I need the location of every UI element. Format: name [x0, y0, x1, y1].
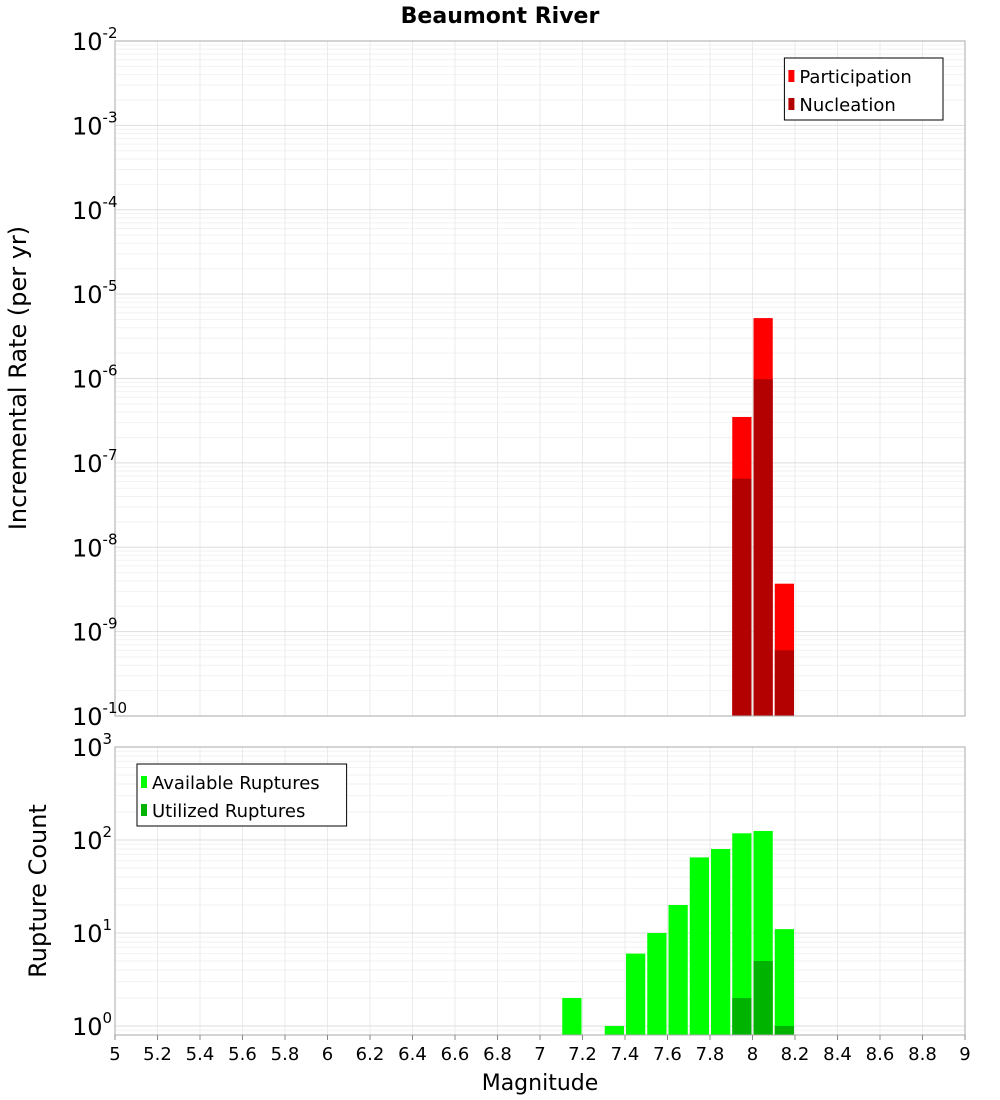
- bottom-y-tick-label: 101: [72, 916, 112, 948]
- top-bar-nucleation: [774, 650, 794, 716]
- bottom-bar-available-ruptures: [647, 932, 667, 1035]
- top-legend-swatch: [788, 70, 795, 82]
- top-y-axis-label: Incremental Rate (per yr): [4, 226, 32, 530]
- bottom-y-tick-label: 100: [72, 1009, 112, 1041]
- bottom-y-tick-label: 102: [72, 823, 112, 855]
- top-gridlines: [114, 40, 966, 717]
- bottom-bar-available-ruptures: [711, 849, 731, 1035]
- x-ticks: 5 5.2 5.4 5.6 5.8 6 6.2 6.4 6.6 6.8 7 7.2 7.4 7.6 7.8 8…: [109, 1035, 971, 1065]
- bottom-bars: [562, 830, 794, 1035]
- x-tick-label: 8.2: [781, 1044, 810, 1065]
- bottom-bar-available-ruptures: [668, 904, 688, 1035]
- top-legend-swatch: [788, 98, 795, 110]
- x-tick-label: 5.2: [143, 1044, 172, 1065]
- x-tick-label: 6.2: [356, 1044, 385, 1065]
- top-y-ticks: 10-10 10-9 10-8 10-7 10-6 10-5 10-4 10-3 10-2: [72, 24, 127, 731]
- x-tick-label: 6.8: [483, 1044, 512, 1065]
- bottom-legend-label: Available Ruptures: [152, 773, 320, 794]
- top-legend-box: [783, 57, 944, 121]
- x-tick-label: 5: [109, 1044, 120, 1065]
- bottom-y-axis-label: Rupture Count: [24, 804, 52, 978]
- top-y-tick-label: 10-7: [72, 446, 118, 478]
- bottom-bar-utilized-ruptures: [732, 997, 752, 1035]
- bottom-legend-box: [136, 763, 348, 827]
- top-bars: [732, 318, 794, 716]
- bottom-bar-utilized-ruptures: [753, 960, 773, 1035]
- bottom-bar-available-ruptures: [689, 857, 709, 1035]
- bottom-bar-available-ruptures: [626, 953, 646, 1035]
- x-tick-label: 7.4: [611, 1044, 640, 1065]
- bottom-legend-label: Utilized Ruptures: [152, 801, 305, 822]
- x-tick-label: 6.6: [441, 1044, 470, 1065]
- bottom-bar-utilized-ruptures: [774, 1025, 794, 1035]
- top-y-tick-label: 10-3: [72, 108, 118, 140]
- chart-title: Beaumont River: [401, 4, 600, 29]
- top-legend-label: Participation: [799, 67, 911, 88]
- top-y-tick-label: 10-2: [72, 24, 118, 56]
- x-tick-label: 5.4: [186, 1044, 215, 1065]
- x-tick-label: 6: [322, 1044, 333, 1065]
- x-tick-label: 5.8: [271, 1044, 300, 1065]
- bottom-y-tick-label: 103: [72, 730, 112, 762]
- x-tick-label: 8.6: [866, 1044, 895, 1065]
- bottom-legend-swatch: [141, 804, 147, 816]
- x-tick-label: 8: [747, 1044, 758, 1065]
- bottom-legend: Available Ruptures Utilized Ruptures: [136, 763, 348, 827]
- x-tick-label: 5.6: [228, 1044, 257, 1065]
- top-plot-frame: [114, 40, 966, 717]
- x-tick-label: 9: [959, 1044, 970, 1065]
- x-tick-label: 8.8: [908, 1044, 937, 1065]
- top-y-tick-label: 10-6: [72, 362, 118, 394]
- x-axis-label: Magnitude: [482, 1071, 599, 1096]
- x-tick-label: 8.4: [823, 1044, 852, 1065]
- bottom-bar-available-ruptures: [774, 929, 794, 1035]
- bottom-bar-available-ruptures: [732, 833, 752, 1035]
- bottom-bar-available-ruptures: [604, 1025, 624, 1035]
- top-bar-nucleation: [753, 379, 773, 716]
- bottom-gridlines: [114, 746, 966, 1035]
- x-tick-label: 7.6: [653, 1044, 682, 1065]
- x-tick-label: 7.8: [696, 1044, 725, 1065]
- x-tick-label: 7.2: [568, 1044, 597, 1065]
- top-legend: Participation Nucleation: [783, 57, 944, 121]
- x-tick-label: 6.4: [398, 1044, 427, 1065]
- bottom-legend-swatch: [141, 776, 147, 788]
- top-y-tick-label: 10-10: [72, 699, 127, 731]
- top-y-tick-label: 10-8: [72, 530, 118, 562]
- bottom-bar-available-ruptures: [562, 997, 582, 1035]
- top-bar-nucleation: [732, 478, 752, 716]
- bottom-y-ticks: 100 101 102 103: [72, 730, 112, 1041]
- top-y-tick-label: 10-9: [72, 615, 118, 647]
- top-y-tick-label: 10-4: [72, 193, 118, 225]
- top-legend-label: Nucleation: [799, 95, 895, 116]
- x-tick-label: 7: [534, 1044, 545, 1065]
- top-y-tick-label: 10-5: [72, 277, 118, 309]
